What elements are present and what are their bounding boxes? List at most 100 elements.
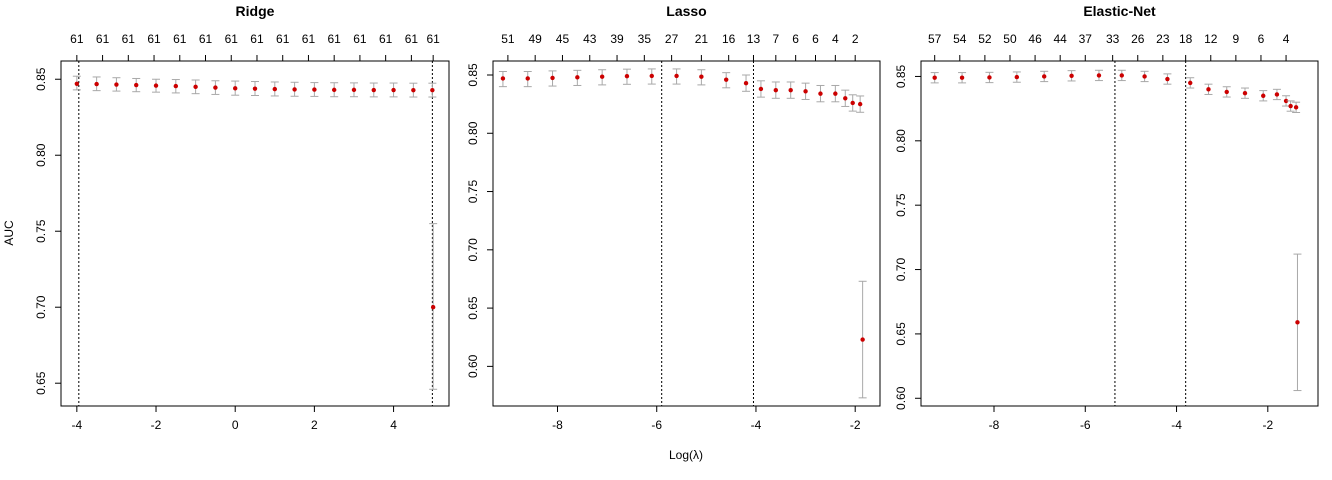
elastic-net-data-point [1188, 80, 1193, 86]
ridge-y-tick-label: 0.75 [34, 219, 48, 243]
lasso-top-tick-label: 51 [501, 32, 515, 46]
elastic-net-data-point [959, 75, 965, 80]
lasso-title: Lasso [666, 3, 706, 19]
ridge-data-point [74, 81, 80, 86]
lasso-x-tick-label: -8 [552, 418, 563, 432]
lasso-top-tick-label: 4 [832, 32, 839, 46]
ridge-top-tick-label: 61 [328, 32, 342, 46]
elastic-net-top-tick-label: 6 [1258, 32, 1265, 46]
elastic-net-data-point [1069, 73, 1074, 79]
ridge-data-point [233, 86, 238, 91]
ridge-top-tick-label: 61 [276, 32, 290, 46]
ridge-x-tick-label: -2 [151, 418, 162, 432]
ridge-top-tick-label: 61 [199, 32, 213, 46]
figure-y-axis-label: AUC [2, 220, 16, 246]
lasso-data-point [803, 89, 808, 94]
lasso-data-point [550, 75, 555, 81]
figure-x-axis-label: Log(λ) [669, 448, 703, 462]
lasso-top-tick-label: 43 [583, 32, 597, 46]
elastic-net-top-tick-label: 44 [1053, 32, 1067, 46]
elastic-net-top-tick-label: 18 [1179, 32, 1193, 46]
elastic-net-data-point [1293, 105, 1299, 110]
ridge-top-tick-label: 61 [379, 32, 393, 46]
elastic-net-data-point [1261, 93, 1266, 98]
elastic-net-data-point [1283, 98, 1289, 104]
lasso-top-tick-label: 39 [610, 32, 624, 46]
elastic-net-x-tick-label: -8 [989, 418, 1000, 432]
elastic-net-data-point [1295, 320, 1300, 325]
lasso-y-tick-label: 0.70 [466, 238, 480, 262]
lasso-y-tick-label: 0.60 [466, 354, 480, 378]
lasso-data-point [758, 86, 764, 92]
ridge-top-tick-label: 61 [173, 32, 187, 46]
ridge-top-tick-label: 61 [122, 32, 136, 46]
elastic-net-data-point [1206, 87, 1211, 92]
elastic-net-y-tick-label: 0.65 [894, 322, 908, 346]
elastic-net-data-point [1096, 73, 1102, 78]
lasso-data-point [818, 91, 823, 96]
lasso-x-tick-label: -2 [850, 418, 861, 432]
elastic-net-top-tick-label: 9 [1233, 32, 1240, 46]
elastic-net-top-tick-label: 46 [1028, 32, 1042, 46]
elastic-net-y-tick-label: 0.60 [894, 386, 908, 410]
ridge-data-point [391, 87, 396, 93]
ridge-x-tick-label: 2 [311, 418, 318, 432]
ridge-y-tick-label: 0.85 [34, 67, 48, 91]
elastic-net-x-tick-label: -2 [1262, 418, 1273, 432]
ridge-top-tick-label: 61 [225, 32, 239, 46]
lasso-y-tick-label: 0.65 [466, 296, 480, 320]
ridge-data-point [134, 82, 139, 88]
lasso-data-point [525, 76, 530, 81]
lasso-data-point [743, 80, 749, 86]
ridge-top-tick-label: 61 [302, 32, 316, 46]
ridge-data-point [173, 83, 179, 89]
lasso-data-point [850, 100, 855, 106]
ridge-data-point [371, 87, 376, 93]
elastic-net-top-tick-label: 12 [1204, 32, 1218, 46]
lasso-data-point [649, 73, 654, 79]
panel-ridge: Ridge -4 -2 0 2 4 0.65 0.70 0.75 0.80 0.85 61 61 61 61… [34, 3, 450, 432]
ridge-x-tick-label: 4 [390, 418, 397, 432]
lasso-plot-frame [492, 60, 881, 407]
lasso-top-tick-label: 49 [528, 32, 542, 46]
ridge-top-tick-label: 61 [147, 32, 161, 46]
lasso-data-point [723, 77, 729, 82]
ridge-top-tick-label: 61 [405, 32, 419, 46]
ridge-data-point [114, 82, 119, 87]
elastic-net-top-tick-label: 4 [1283, 32, 1290, 46]
ridge-data-point [292, 87, 297, 92]
lasso-data-point [575, 75, 580, 80]
elastic-net-y-tick-label: 0.70 [894, 258, 908, 282]
lasso-top-tick-label: 16 [722, 32, 736, 46]
lasso-data-point [624, 73, 630, 79]
elastic-net-data-point [1288, 103, 1293, 109]
lasso-data-point [674, 73, 679, 79]
ridge-title: Ridge [236, 3, 275, 19]
lasso-top-tick-label: 35 [638, 32, 652, 46]
lasso-y-tick-label: 0.80 [466, 121, 480, 145]
ridge-x-tick-label: -4 [72, 418, 83, 432]
lasso-y-tick-label: 0.75 [466, 180, 480, 204]
elastic-net-top-tick-label: 54 [953, 32, 967, 46]
elastic-net-data-point [1119, 73, 1124, 78]
elastic-net-data-point [987, 75, 992, 80]
ridge-top-tick-label: 61 [426, 32, 440, 46]
ridge-top-tick-label: 61 [70, 32, 84, 46]
ridge-x-tick-label: 0 [232, 418, 239, 432]
ridge-top-tick-label: 61 [96, 32, 110, 46]
elastic-net-y-tick-label: 0.75 [894, 193, 908, 217]
ridge-data-point [213, 85, 218, 90]
elastic-net-data-point [1165, 76, 1170, 82]
ridge-data-point [430, 87, 435, 93]
ridge-y-tick-label: 0.70 [34, 295, 48, 319]
lasso-top-tick-label: 2 [852, 32, 859, 46]
ridge-data-point [272, 86, 277, 92]
ridge-data-point [312, 87, 317, 92]
elastic-net-x-tick-label: -6 [1080, 418, 1091, 432]
lasso-top-tick-label: 13 [747, 32, 761, 46]
lasso-top-tick-label: 7 [772, 32, 779, 46]
ridge-data-point [430, 305, 436, 310]
panel-lasso: Lasso -8 -6 -4 -2 0.60 0.65 0.70 0.75 0.80 0.85 51 4… [466, 3, 881, 432]
elastic-net-top-tick-label: 37 [1079, 32, 1093, 46]
ridge-data-point [351, 87, 357, 93]
